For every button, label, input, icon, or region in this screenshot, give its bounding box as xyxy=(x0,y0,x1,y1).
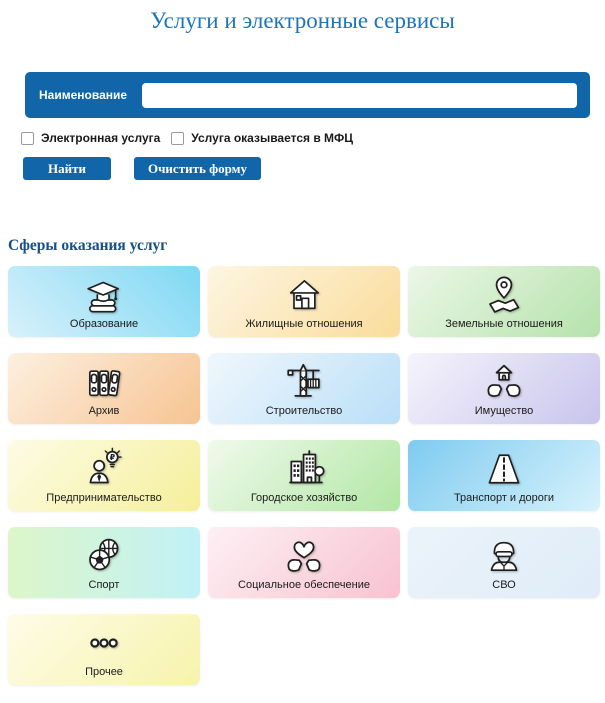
house-icon xyxy=(284,273,324,315)
sphere-card-label: Предпринимательство xyxy=(46,492,162,504)
name-input[interactable] xyxy=(142,82,577,108)
checkbox-box-icon[interactable] xyxy=(171,131,185,145)
svg-text:₽: ₽ xyxy=(110,453,116,462)
crane-icon xyxy=(283,360,325,402)
sphere-card-label: Прочее xyxy=(85,666,123,678)
sphere-card-svo[interactable]: СВО xyxy=(408,527,600,598)
sphere-card-label: Строительство xyxy=(265,405,343,417)
find-button[interactable]: Найти xyxy=(23,157,111,180)
filter-checkboxes: Электронная услуга Услуга оказывается в … xyxy=(21,131,605,145)
sphere-card-predprinimatelstvo[interactable]: ₽ Предпринимательство xyxy=(8,440,200,511)
sphere-card-gorodskoe-khozyaystvo[interactable]: Городское хозяйство xyxy=(208,440,400,511)
electronic-service-label: Электронная услуга xyxy=(41,131,161,145)
sphere-card-imushchestvo[interactable]: Имущество xyxy=(408,353,600,424)
map-pin-icon xyxy=(483,273,525,315)
sphere-card-obrazovanie[interactable]: Образование xyxy=(8,266,200,337)
soldier-icon xyxy=(483,534,525,576)
checkbox-box-icon[interactable] xyxy=(21,131,34,145)
sphere-card-label: Образование xyxy=(69,318,139,330)
sphere-card-sotsialnoe-obespechenie[interactable]: Социальное обеспечение xyxy=(208,527,400,598)
sphere-card-stroitelstvo[interactable]: Строительство xyxy=(208,353,400,424)
sphere-card-prochee[interactable]: Прочее xyxy=(8,614,200,685)
name-field-label: Наименование xyxy=(39,88,128,102)
entrepreneur-bulb-icon: ₽ xyxy=(83,447,125,489)
sphere-card-label: Социальное обеспечение xyxy=(238,579,370,591)
sphere-card-sport[interactable]: Спорт xyxy=(8,527,200,598)
sphere-card-transport-i-dorogi[interactable]: Транспорт и дороги xyxy=(408,440,600,511)
sphere-card-label: Жилищные отношения xyxy=(245,318,363,330)
road-icon xyxy=(483,447,525,489)
city-buildings-icon xyxy=(283,447,325,489)
hands-house-icon xyxy=(483,360,525,402)
sphere-card-zhilishchnye-otnosheniya[interactable]: Жилищные отношения xyxy=(208,266,400,337)
search-form-bar: Наименование xyxy=(25,72,590,118)
page-title: Услуги и электронные сервисы xyxy=(150,8,455,33)
sphere-card-label: Транспорт и дороги xyxy=(453,492,555,504)
form-buttons: Найти Очистить форму xyxy=(23,157,605,180)
mfc-service-label: Услуга оказывается в МФЦ xyxy=(191,131,354,145)
hands-heart-icon xyxy=(283,534,325,576)
sphere-card-label: Земельные отношения xyxy=(445,318,563,330)
sphere-card-label: СВО xyxy=(492,579,516,591)
sport-balls-icon xyxy=(83,534,125,576)
binders-icon xyxy=(83,360,125,402)
electronic-service-checkbox[interactable]: Электронная услуга xyxy=(21,131,160,145)
mfc-service-checkbox[interactable]: Услуга оказывается в МФЦ xyxy=(171,131,353,145)
sphere-card-label: Спорт xyxy=(88,579,120,591)
spheres-heading: Сферы оказания услуг xyxy=(8,237,168,254)
spheres-grid: Образование Жилищные отношения Земельные… xyxy=(8,266,600,685)
sphere-card-arkhiv[interactable]: Архив xyxy=(8,353,200,424)
sphere-card-label: Архив xyxy=(88,405,120,417)
graduation-cap-icon xyxy=(83,273,125,315)
sphere-card-label: Городское хозяйство xyxy=(250,492,358,504)
sphere-card-label: Имущество xyxy=(474,405,534,417)
sphere-card-zemelnye-otnosheniya[interactable]: Земельные отношения xyxy=(408,266,600,337)
ellipsis-icon xyxy=(83,621,125,663)
clear-form-button[interactable]: Очистить форму xyxy=(133,157,261,180)
